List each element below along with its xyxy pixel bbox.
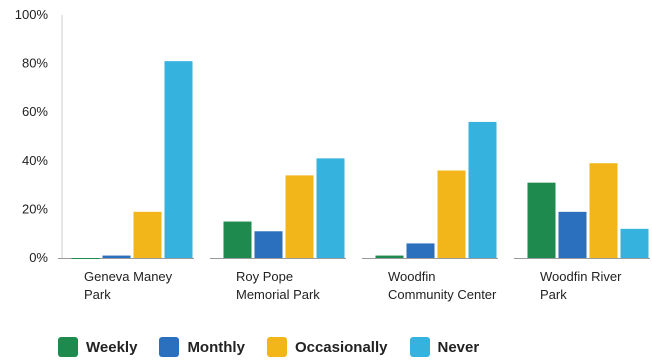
bar-monthly-0	[102, 255, 131, 258]
y-tick-label: 100%	[15, 7, 49, 22]
legend-item-occasionally: Occasionally	[266, 337, 388, 357]
y-tick-label: 60%	[22, 104, 48, 119]
category-label: Geneva Maney	[84, 269, 173, 284]
legend-item-monthly: Monthly	[159, 337, 245, 357]
category-label: Community Center	[388, 287, 497, 302]
legend-label: Weekly	[86, 338, 138, 356]
bar-weekly-2	[375, 255, 404, 258]
bar-weekly-3	[527, 182, 556, 258]
y-tick-label: 80%	[22, 56, 48, 71]
legend-label: Occasionally	[294, 338, 388, 356]
bar-occasionally-1	[285, 175, 314, 258]
bar-monthly-3	[558, 211, 587, 258]
bar-never-3	[620, 228, 649, 258]
bar-monthly-1	[254, 231, 283, 258]
bar-never-1	[316, 158, 345, 258]
bar-occasionally-0	[133, 211, 162, 258]
bar-weekly-1	[223, 221, 252, 258]
category-label: Woodfin River	[540, 269, 622, 284]
bar-weekly-0	[71, 258, 100, 259]
y-axis: 0% 20% 40% 60% 80% 100%	[15, 7, 63, 265]
legend-label: Never	[437, 338, 480, 356]
bar-occasionally-2	[437, 170, 466, 258]
y-tick-label: 0%	[29, 250, 48, 265]
bar-never-2	[468, 121, 497, 258]
legend-swatch	[409, 337, 430, 357]
bars	[58, 61, 650, 259]
legend: Weekly Monthly Occasionally Never	[58, 334, 501, 360]
category-label: Memorial Park	[236, 287, 320, 302]
bar-monthly-2	[406, 243, 435, 258]
category-label: Roy Pope	[236, 269, 293, 284]
category-label: Woodfin	[388, 269, 435, 284]
y-tick-label: 20%	[22, 201, 48, 216]
legend-swatch	[266, 337, 287, 357]
x-axis-labels: Geneva Maney Park Roy Pope Memorial Park Woo…	[84, 269, 622, 302]
legend-label: Monthly	[187, 338, 245, 356]
legend-item-never: Never	[409, 337, 480, 357]
legend-swatch	[58, 337, 78, 357]
legend-item-weekly: Weekly	[58, 337, 137, 357]
category-label: Park	[84, 287, 111, 302]
y-tick-label: 40%	[22, 153, 48, 168]
legend-swatch	[159, 337, 180, 357]
category-label: Park	[540, 287, 567, 302]
bar-occasionally-3	[589, 163, 618, 258]
bar-never-0	[164, 61, 193, 258]
